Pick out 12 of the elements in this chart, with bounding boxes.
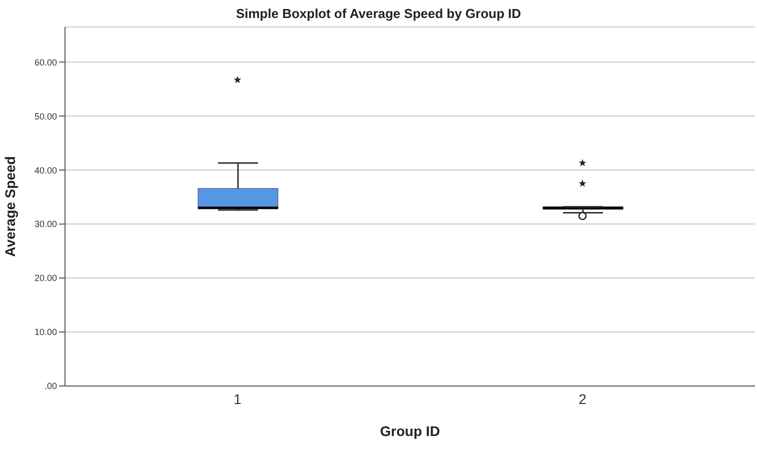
y-tick-label: 40.00 <box>34 165 57 176</box>
y-tick-label: .00 <box>44 381 57 392</box>
y-axis-title: Average Speed <box>2 156 18 257</box>
y-tick-label: 60.00 <box>34 57 57 68</box>
y-tick-label: 10.00 <box>34 327 57 338</box>
y-tick-label: 30.00 <box>34 219 57 230</box>
x-axis-title: Group ID <box>380 423 440 439</box>
chart-title: Simple Boxplot of Average Speed by Group ID <box>234 6 522 21</box>
y-tick-label: 20.00 <box>34 273 57 284</box>
x-tick-label: 1 <box>234 390 242 407</box>
x-tick-label: 2 <box>578 390 587 407</box>
y-tick-label: 50.00 <box>34 111 57 122</box>
